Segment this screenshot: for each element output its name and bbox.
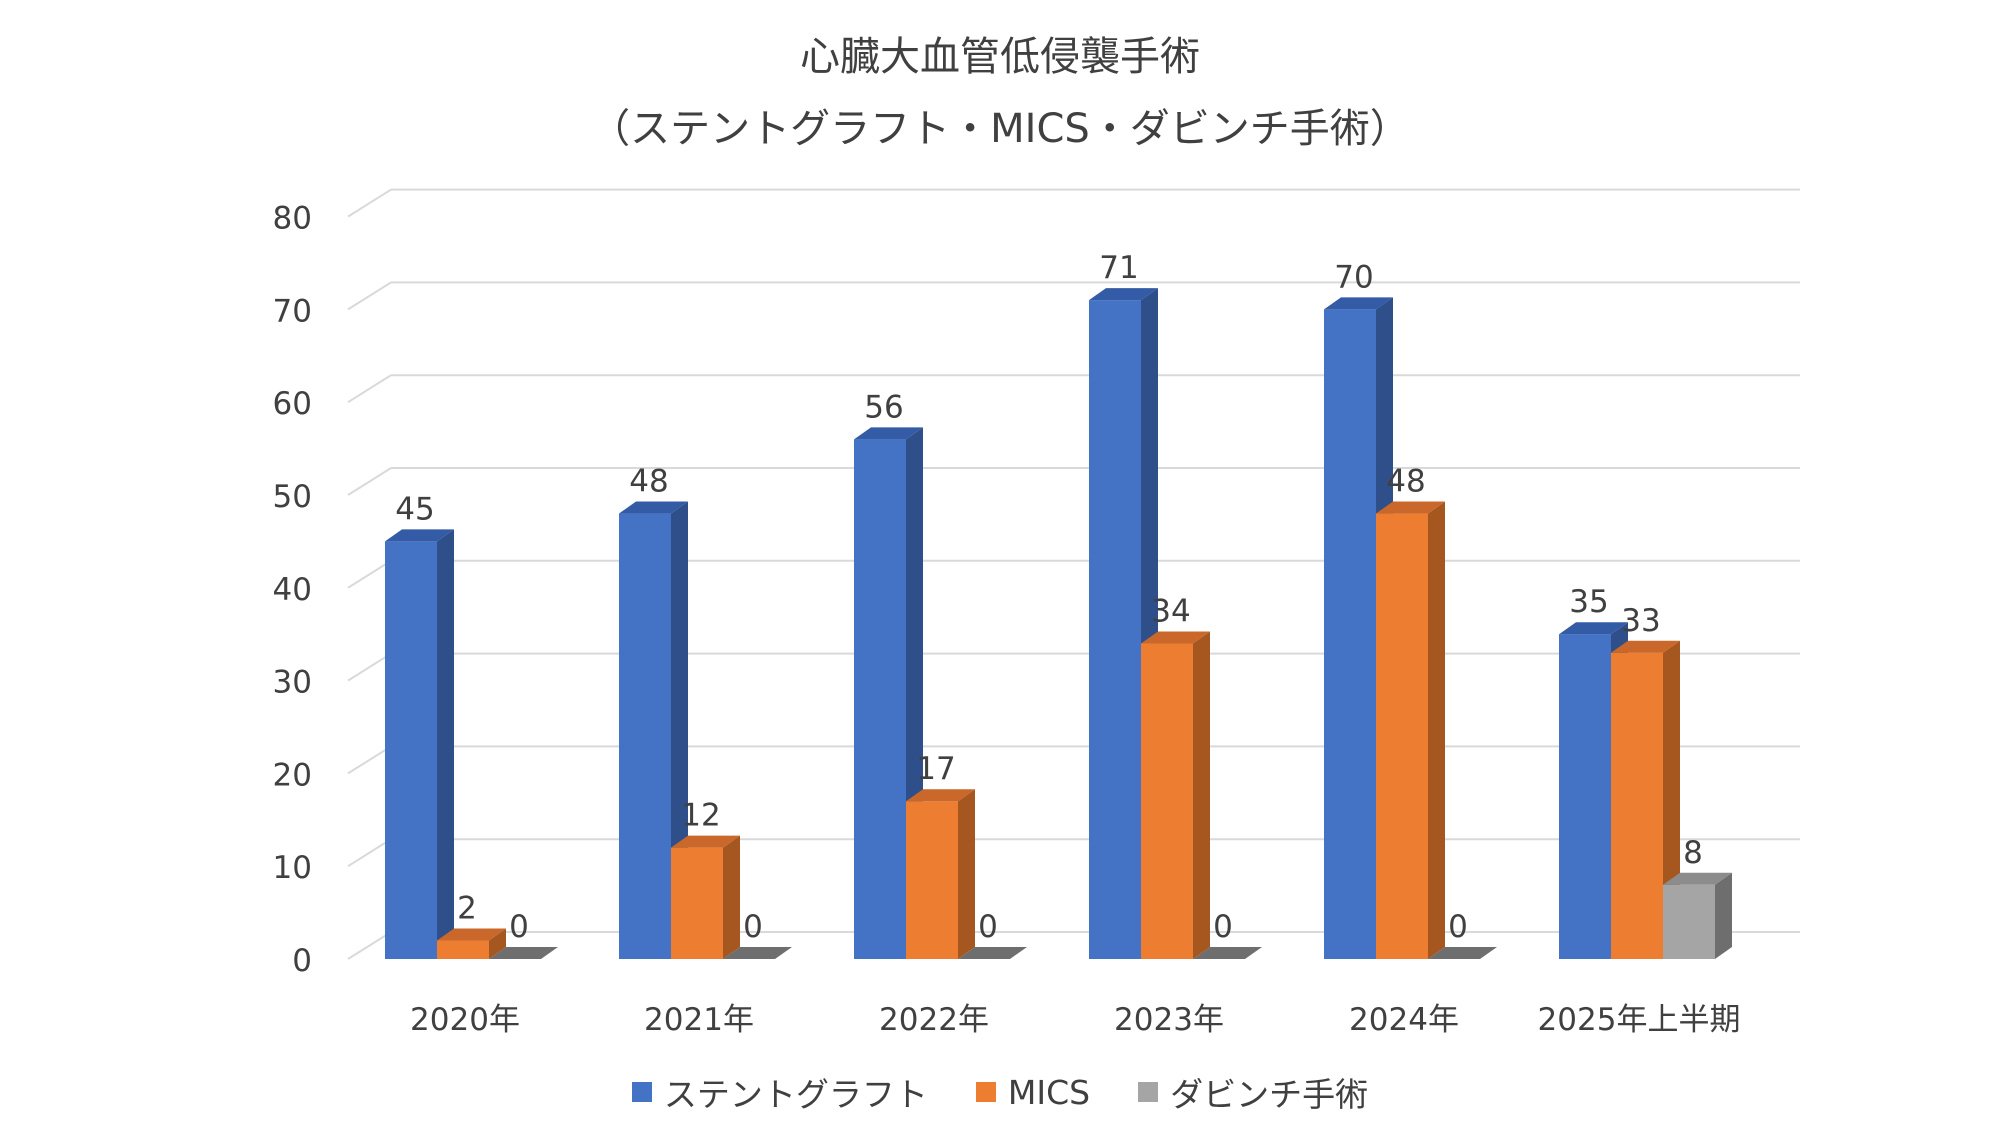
y-tick-label: 60: [273, 386, 312, 422]
bar: [906, 801, 958, 959]
y-tick-label: 10: [273, 850, 312, 886]
x-tick-label: 2020年: [410, 1002, 520, 1038]
gridline-diagonal: [347, 374, 392, 404]
data-label: 0: [1213, 909, 1233, 945]
bar-top: [854, 427, 923, 440]
x-tick-label: 2022年: [879, 1002, 989, 1038]
gridline-diagonal: [347, 467, 392, 496]
chart-title: 心臓大血管低侵襲手術: [800, 34, 1200, 80]
data-label: 8: [1683, 835, 1703, 871]
data-label: 0: [509, 909, 529, 945]
bar-top: [1611, 640, 1680, 653]
bar-side: [723, 835, 740, 959]
legend-label-mics: MICS: [1007, 1072, 1091, 1112]
bar: [1663, 884, 1715, 959]
gridline-diagonal: [347, 281, 392, 311]
gridline-diagonal: [347, 745, 392, 775]
bar-side: [437, 529, 454, 959]
bar-zero: [1428, 947, 1497, 959]
gridline-diagonal: [347, 838, 392, 868]
bar: [854, 439, 906, 959]
bar-side: [1193, 631, 1210, 959]
chart-subtitle: （ステントグラフト・MICS・ダビンチ手術）: [590, 106, 1410, 152]
data-label: 33: [1621, 603, 1660, 639]
y-tick-label: 40: [273, 572, 312, 608]
x-tick-label: 2025年上半期: [1538, 1002, 1741, 1038]
bar-top: [1559, 622, 1628, 635]
gridline-diagonal: [347, 559, 392, 589]
data-label: 35: [1569, 584, 1608, 620]
data-label: 56: [864, 389, 903, 425]
bar-side: [489, 928, 506, 959]
y-tick-label: 80: [273, 201, 312, 237]
bar-top: [385, 529, 454, 542]
bar: [1376, 513, 1428, 959]
bar: [1611, 652, 1663, 959]
x-tick-label: 2024年: [1349, 1002, 1459, 1038]
bar-top: [1376, 501, 1445, 514]
legend-label-stentgraft: ステントグラフト: [663, 1075, 928, 1114]
bar-top: [671, 835, 740, 848]
bar: [1559, 634, 1611, 959]
bar: [671, 847, 723, 959]
bar-zero: [1193, 947, 1262, 959]
gridline-diagonal: [347, 188, 392, 218]
bar: [385, 541, 437, 959]
y-tick-label: 30: [273, 665, 312, 701]
x-tick-label: 2021年: [644, 1002, 754, 1038]
data-label: 48: [1386, 464, 1425, 500]
y-tick-label: 20: [273, 757, 312, 793]
bar: [1141, 643, 1193, 959]
legend-swatch-stentgraft: [631, 1082, 652, 1102]
data-label: 12: [681, 798, 720, 834]
bar-zero: [958, 947, 1027, 959]
y-tick-label: 50: [273, 479, 312, 515]
data-label: 17: [916, 751, 955, 787]
bar-top: [1089, 288, 1158, 301]
legend: ステントグラフト MICS ダビンチ手術: [0, 1068, 2000, 1116]
data-label: 45: [395, 491, 434, 527]
gridline-diagonal: [347, 652, 392, 682]
bar: [1324, 309, 1376, 959]
data-label: 0: [1448, 909, 1468, 945]
legend-swatch-mics: [975, 1082, 996, 1102]
data-label: 48: [629, 464, 668, 500]
data-label: 71: [1099, 250, 1138, 286]
data-label: 0: [978, 909, 998, 945]
bar-side: [1715, 872, 1732, 959]
y-tick-label: 70: [273, 293, 312, 329]
gridline-diagonal: [347, 931, 392, 960]
bar: [437, 940, 489, 959]
bar-zero: [723, 947, 792, 959]
bar-top: [437, 928, 506, 941]
legend-item-davinci: ダビンチ手術: [1138, 1068, 1368, 1116]
bar-top: [1324, 297, 1393, 310]
data-label: 2: [457, 890, 477, 926]
data-label: 0: [743, 909, 763, 945]
x-tick-label: 2023年: [1114, 1002, 1224, 1038]
bar-top: [1141, 631, 1210, 644]
bar-top: [906, 789, 975, 802]
legend-swatch-davinci: [1138, 1082, 1159, 1102]
bar: [619, 513, 671, 959]
y-tick-label: 0: [292, 943, 312, 979]
legend-item-mics: MICS: [975, 1068, 1091, 1116]
bar-top: [619, 501, 688, 514]
bar-side: [958, 789, 975, 959]
bar-zero: [489, 947, 558, 959]
bar-top: [1663, 872, 1732, 885]
bar-side: [1428, 501, 1445, 959]
data-label: 70: [1334, 259, 1373, 295]
legend-item-stentgraft: ステントグラフト: [631, 1068, 928, 1116]
legend-label-davinci: ダビンチ手術: [1170, 1075, 1369, 1114]
bar: [1089, 300, 1141, 959]
data-label: 34: [1151, 593, 1190, 629]
